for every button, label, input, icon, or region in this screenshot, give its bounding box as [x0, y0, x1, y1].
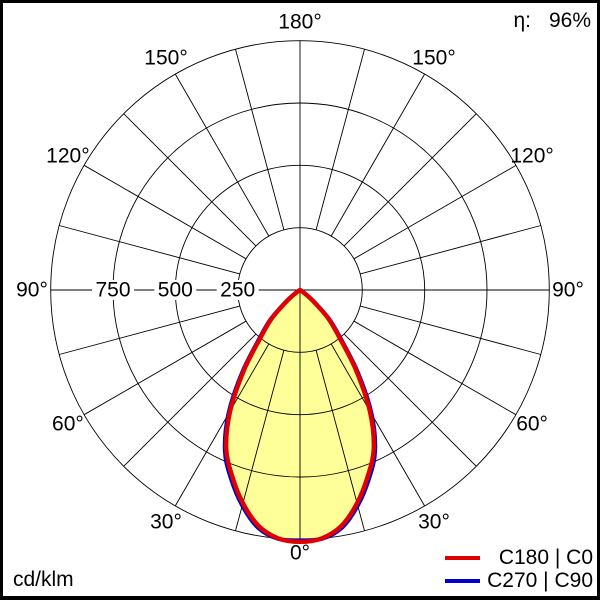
radial-axis-labels: 250 500 750: [92, 279, 259, 302]
angle-label-180: 180°: [278, 11, 321, 34]
grid-spoke-45: [343, 333, 477, 467]
efficiency-label: η:: [513, 9, 531, 32]
angle-label-30-right: 30°: [418, 511, 450, 534]
intensity-curves: [222, 287, 378, 544]
radial-label-500: 500: [158, 279, 193, 302]
grid-spoke-255: [59, 225, 240, 275]
grid-spoke-120: [353, 165, 517, 260]
legend-label-c270-c90: C270 | C90: [487, 568, 593, 592]
radial-label-bg-750: [92, 280, 134, 300]
grid-spoke-75: [360, 305, 541, 355]
grid-spoke-210: [174, 73, 270, 237]
grid-spoke-105: [360, 225, 541, 275]
radial-label-250: 250: [220, 279, 255, 302]
efficiency-value: 96%: [548, 9, 591, 32]
angle-label-90-right: 90°: [552, 279, 584, 302]
legend-label-c180-c0: C180 | C0: [498, 545, 593, 569]
angle-label-60-left: 60°: [52, 413, 84, 436]
grid-spoke-330: [174, 343, 270, 507]
radial-label-bg-500: [154, 280, 197, 300]
grid-spoke-135: [343, 113, 477, 247]
grid-spoke-150: [330, 73, 425, 237]
angle-axis-labels: 0° 30° 30° 60° 60° 90° 90° 120° 120° 150° 150° 180°: [16, 11, 584, 565]
angle-label-0: 0°: [290, 542, 310, 565]
angle-label-60-right: 60°: [516, 413, 548, 436]
radial-label-750: 750: [95, 279, 130, 302]
legend-item-c180-c0: C180 | C0: [445, 546, 593, 569]
angle-label-150-left: 150°: [144, 46, 187, 69]
angle-label-120-left: 120°: [46, 145, 89, 168]
curve-c180-c0: [223, 287, 377, 544]
legend-red-line-swatch: [445, 555, 480, 560]
legend-item-c270-c90: C270 | C90: [445, 569, 593, 592]
legend: C180 | C0 C270 | C90: [445, 546, 593, 592]
grid-spoke-315: [123, 333, 257, 467]
angle-label-120-right: 120°: [510, 145, 553, 168]
angle-label-90-left: 90°: [16, 279, 48, 302]
radial-label-bg-250: [216, 280, 259, 300]
efficiency-readout: η: 96%: [513, 9, 591, 33]
grid-spoke-240: [83, 164, 247, 260]
legend-blue-line-swatch: [445, 578, 480, 583]
grid-spoke-195: [235, 49, 285, 230]
grid-spoke-300: [83, 320, 247, 416]
grid-spoke-285: [59, 305, 240, 355]
grid-spoke-60: [353, 320, 517, 416]
angle-label-150-right: 150°: [412, 46, 455, 69]
unit-label: cd/klm: [13, 568, 74, 591]
angle-label-30-left: 30°: [150, 511, 182, 534]
grid-spoke-30: [330, 343, 425, 507]
grid-spoke-225: [123, 113, 257, 247]
grid-spoke-165: [315, 49, 365, 230]
